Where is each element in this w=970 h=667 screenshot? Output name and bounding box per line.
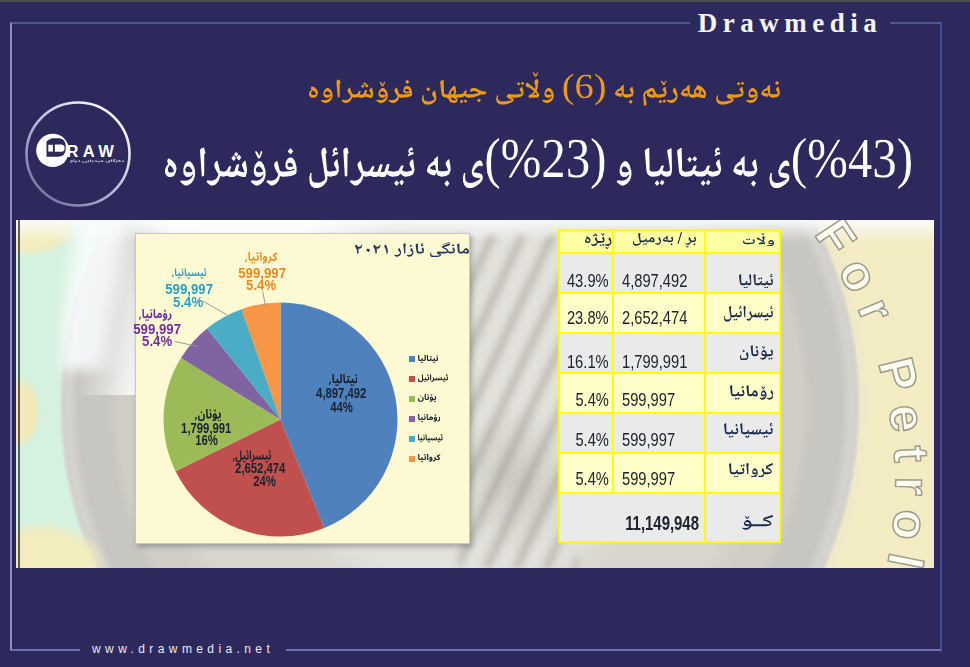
svg-text:RAW: RAW [67,142,119,160]
